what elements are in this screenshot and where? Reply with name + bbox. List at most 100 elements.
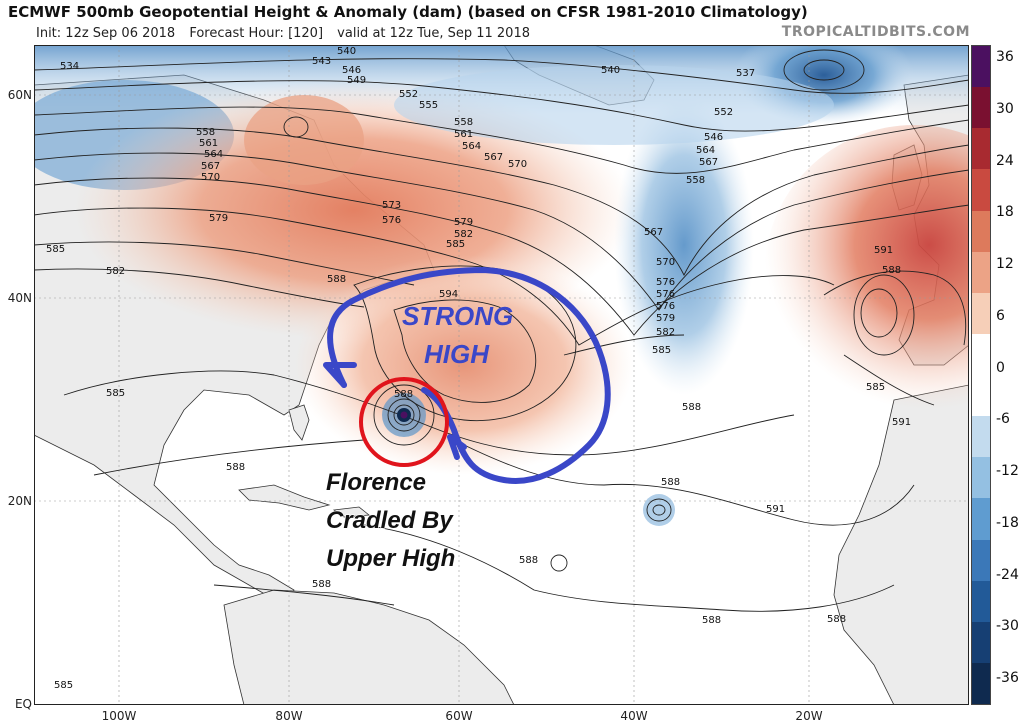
contour-label: 594	[439, 289, 458, 300]
contour-label: 579	[209, 213, 228, 224]
graticule	[34, 45, 969, 705]
contour-label: 591	[766, 504, 785, 515]
colorbar-segment	[972, 662, 990, 704]
contour-label: 579	[656, 313, 675, 324]
text-annotations: STRONG HIGH Florence Cradled By Upper Hi…	[325, 301, 513, 573]
contour-label: 585	[54, 680, 73, 691]
colorbar-segment	[972, 210, 990, 252]
contour-label: 579	[454, 217, 473, 228]
map-subtitle: Init: 12z Sep 06 2018 Forecast Hour: [12…	[36, 26, 540, 41]
contour-label: 588	[327, 274, 346, 285]
colorbar-segment	[972, 333, 990, 375]
colorbar-tick-label: 0	[996, 359, 1005, 376]
contour-label: 588	[682, 402, 701, 413]
contour-label: 534	[60, 61, 79, 72]
contour-label: 555	[419, 100, 438, 111]
florence-label-1: Florence	[326, 469, 426, 496]
strong-high-label-1: STRONG	[402, 301, 513, 331]
contour-label: 585	[46, 244, 65, 255]
map-title: ECMWF 500mb Geopotential Height & Anomal…	[8, 3, 808, 21]
contour-label: 588	[702, 615, 721, 626]
forecast-hour: Forecast Hour: [120]	[189, 26, 324, 41]
contour-label: 570	[508, 159, 527, 170]
contour-label: 540	[337, 46, 356, 57]
contour-label: 558	[454, 117, 473, 128]
contour-label: 591	[874, 245, 893, 256]
florence-label-3: Upper High	[326, 545, 455, 572]
contour-label: 576	[382, 215, 401, 226]
colorbar-tick-label: 6	[996, 307, 1005, 324]
colorbar-segment	[972, 87, 990, 129]
contour-label: 537	[736, 68, 755, 79]
high-circulation-annotation	[323, 267, 611, 484]
colorbar-segment	[972, 375, 990, 417]
anomaly-shading	[34, 45, 969, 526]
contour-label: 570	[656, 257, 675, 268]
contour-label: 564	[462, 141, 481, 152]
contour-label: 552	[714, 107, 733, 118]
contour-label: 588	[882, 265, 901, 276]
colorbar-segment	[972, 128, 990, 170]
florence-label-2: Cradled By	[326, 507, 454, 534]
colorbar-tick-label: 24	[996, 152, 1014, 169]
contour-label: 567	[484, 152, 503, 163]
lon-label-20w: 20W	[795, 709, 823, 723]
colorbar-segment	[972, 169, 990, 211]
contour-label: 570	[201, 172, 220, 183]
contour-label: 549	[347, 75, 366, 86]
contour-label: 564	[696, 145, 715, 156]
valid-time: valid at 12z Tue, Sep 11 2018	[337, 26, 530, 41]
contour-label: 561	[454, 129, 473, 140]
contour-label: 567	[201, 161, 220, 172]
colorbar-tick-label: 30	[996, 100, 1014, 117]
contour-label: 591	[892, 417, 911, 428]
height-contours	[34, 49, 969, 612]
contour-label: 546	[704, 132, 723, 143]
florence-highlight-circle	[359, 377, 449, 467]
colorbar-segment	[972, 539, 990, 581]
colorbar-segment	[972, 580, 990, 622]
contour-label: 558	[196, 127, 215, 138]
colorbar-tick-label: 36	[996, 49, 1014, 65]
site-credit: TROPICALTIDBITS.COM	[781, 24, 970, 40]
contour-label: 588	[519, 555, 538, 566]
colorbar-segment	[972, 498, 990, 540]
contour-label: 576	[656, 277, 675, 288]
contour-label: 558	[686, 175, 705, 186]
colorbar-segment	[972, 457, 990, 499]
anomaly-colorbar	[971, 45, 991, 705]
contour-label: 588	[312, 579, 331, 590]
contour-label: 585	[446, 239, 465, 250]
colorbar-tick-label: -36	[996, 670, 1019, 686]
lon-label-40w: 40W	[620, 709, 648, 723]
contour-label: 540	[601, 65, 620, 76]
contour-label: 585	[866, 382, 885, 393]
lat-label-40n: 40N	[7, 291, 32, 305]
contour-label: 588	[661, 477, 680, 488]
colorbar-tick-label: -12	[996, 463, 1019, 479]
contour-label: 561	[199, 138, 218, 149]
contour-label: 567	[699, 157, 718, 168]
colorbar-tick-label: -30	[996, 618, 1019, 635]
contour-value-labels: 534 540 543 546 549 552 555 558 561 564 …	[46, 46, 911, 691]
weather-map: 534 540 543 546 549 552 555 558 561 564 …	[34, 45, 969, 705]
contour-label: 576	[656, 301, 675, 312]
contour-label: 576	[656, 289, 675, 300]
contour-label: 585	[652, 345, 671, 356]
colorbar-tick-label: -18	[996, 514, 1019, 531]
colorbar-segment	[972, 292, 990, 334]
contour-label: 588	[827, 614, 846, 625]
contour-label: 582	[656, 327, 675, 338]
lat-label-20n: 20N	[7, 494, 32, 508]
contour-label: 582	[106, 266, 125, 277]
colorbar-segment	[972, 416, 990, 458]
colorbar-tick-label: -6	[996, 411, 1010, 428]
lon-label-100w: 100W	[101, 709, 137, 723]
colorbar-segment	[972, 251, 990, 293]
hurricane-florence-core	[397, 408, 411, 422]
colorbar-tick-label: -24	[996, 566, 1019, 583]
contour-label: 567	[644, 227, 663, 238]
colorbar-segment	[972, 621, 990, 663]
contour-label: 588	[226, 462, 245, 473]
lat-label-60n: 60N	[7, 88, 32, 102]
